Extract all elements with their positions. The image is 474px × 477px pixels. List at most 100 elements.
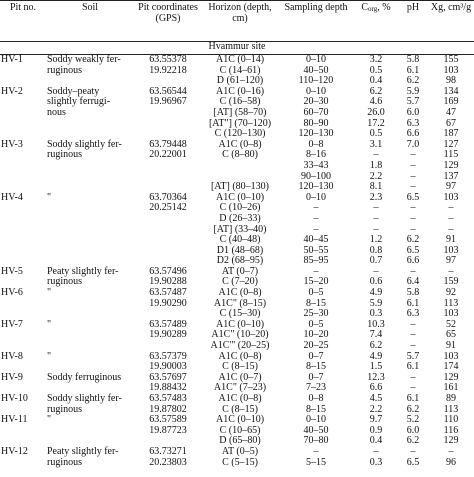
table-cell: 0.4	[369, 435, 383, 447]
table-cell: 9.7	[369, 414, 383, 426]
table-cell: "	[47, 350, 52, 362]
table-row: HV-3 Soddy slightly fer- 63.79448 A1C (0–8)…	[0, 138, 474, 151]
table-row: nous [AT] (58–70) 60–70 26.0 6.0 47	[0, 106, 474, 119]
table-cell: 137	[443, 170, 459, 182]
empty-cell	[0, 150, 46, 161]
table-cell: D (65–80)	[219, 435, 261, 447]
site-row: Hvammur site	[0, 41, 474, 55]
table-cell: HV-7	[1, 318, 23, 330]
table-cell: A1C (0–7)	[218, 371, 262, 383]
empty-cell	[0, 119, 46, 130]
empty-cell	[202, 161, 278, 172]
table-cell: –	[448, 212, 454, 224]
table-cell: –	[410, 382, 416, 394]
table-row: D (26–33) – – – –	[0, 212, 474, 225]
empty-cell	[0, 458, 46, 469]
table-cell: 120–130	[298, 128, 334, 140]
table-cell: 91	[446, 234, 456, 246]
table-cell: 120–130	[298, 181, 334, 193]
table-row: 19.90290 A1C" (8–15) 8–15 5.9 6.1 113	[0, 297, 474, 310]
table-row: C (120–130) 120–130 0.5 6.6 187	[0, 129, 474, 140]
table-cell: "	[47, 414, 52, 426]
table-cell: Soddy slightly fer-	[47, 393, 122, 404]
table-cell: Peaty slightly fer-	[47, 265, 119, 277]
table-cell: A1C (0–8)	[218, 350, 262, 362]
table-cell: C (10–26)	[219, 202, 261, 214]
table-cell: C (120–130)	[214, 128, 266, 140]
table-cell: Soddy weakly fer-	[47, 54, 121, 65]
table-cell: 6.2	[369, 85, 383, 97]
column-header: Soil	[46, 0, 134, 42]
table-cell: 40–50	[303, 64, 329, 76]
table-row: HV-7 " 63.57489 A1C (0–10) 0–5 10.3 – 52	[0, 318, 474, 331]
table-cell: –	[373, 223, 379, 235]
table-cell: 0.4	[369, 75, 383, 87]
table-cell: –	[448, 223, 454, 235]
table-cell: –	[410, 181, 416, 193]
table-cell: –	[410, 159, 416, 171]
table-cell: [AT] (33–40)	[213, 223, 267, 235]
table-row: ruginous 20.23803 C (5–15) 5–15 0.3 6.5 96	[0, 457, 474, 469]
table-cell: 63.57496	[149, 265, 187, 277]
table-cell: 19.87723	[149, 424, 187, 436]
table-cell: [AT] (58–70)	[213, 106, 267, 118]
table-cell: 4.5	[369, 393, 383, 404]
table-row: C (40–48) 40–45 1.2 6.2 91	[0, 234, 474, 246]
table-cell: 6.2	[369, 340, 383, 352]
table-cell: 63.70364	[149, 191, 187, 203]
empty-cell	[46, 119, 134, 130]
empty-cell	[46, 235, 134, 246]
table-cell: 4.6	[369, 96, 383, 108]
table-cell: HV-2	[1, 85, 23, 97]
table-cell: [AT"] (70–120)	[208, 117, 272, 129]
table-cell: 40–45	[303, 234, 329, 246]
table-cell: 8–15	[306, 297, 326, 309]
column-header: Xg, cm³/g	[428, 0, 474, 42]
table-cell: 63.73271	[149, 445, 187, 457]
table-row: ruginous 19.87802 C (8–15) 8–15 2.2 6.2 113	[0, 404, 474, 416]
table-cell: 98	[446, 75, 456, 87]
table-cell: 17.2	[367, 117, 385, 129]
table-cell: A1C (0–8)	[218, 138, 262, 150]
table-cell: 1.5	[369, 361, 383, 373]
table-cell: 90–100	[301, 170, 331, 182]
table-cell: HV-3	[1, 138, 23, 150]
table-cell: 0–10	[306, 85, 326, 97]
table-row: HV-1 Soddy weakly fer- 63.55378 A1C (0–14) 0…	[0, 54, 474, 66]
table-cell: 91	[446, 340, 456, 352]
empty-cell	[46, 299, 134, 310]
table-cell: 0–10	[306, 414, 326, 426]
table-cell: 103	[443, 191, 459, 203]
table-cell: 161	[443, 382, 459, 394]
table-cell: 97	[446, 255, 456, 267]
column-header: Horizon (depth, cm)	[202, 0, 278, 42]
empty-cell	[0, 161, 46, 172]
empty-cell	[46, 203, 134, 214]
table-row: D (61–120) 110–120 0.4 6.2 98	[0, 76, 474, 87]
table-row: 33–43 1.8 – 129	[0, 159, 474, 172]
table-cell: –	[373, 265, 379, 277]
table-cell: –	[373, 149, 379, 161]
table-cell: 5.8	[406, 287, 420, 299]
table-cell: 92	[446, 287, 456, 299]
table-row: HV-10 Soddy slightly fer- 63.57483 A1C (0–8…	[0, 393, 474, 405]
table-cell: HV-8	[1, 350, 23, 362]
table-cell: 0.5	[369, 64, 383, 76]
empty-cell	[46, 182, 134, 193]
table-cell: 20–25	[303, 340, 329, 352]
table-cell: ruginous	[47, 149, 82, 161]
table-row: HV-11 " 63.57589 A1C (0–10) 0–10 9.7 5.2 110	[0, 415, 474, 426]
table-cell: 20.25142	[149, 202, 187, 214]
table-cell: "	[47, 191, 52, 203]
table-cell: –	[410, 340, 416, 352]
table-cell: 6.6	[369, 382, 383, 394]
empty-cell	[46, 246, 134, 257]
table-cell: ruginous	[47, 276, 82, 288]
table-cell: 19.90289	[149, 329, 187, 341]
table-cell: 155	[443, 54, 459, 65]
table-cell: 0.3	[369, 308, 383, 320]
table-row: D1 (48–68) 50–55 0.8 6.5 103	[0, 245, 474, 257]
table-cell: 5.7	[406, 96, 420, 108]
table-cell: Soddy slightly fer-	[47, 138, 122, 150]
